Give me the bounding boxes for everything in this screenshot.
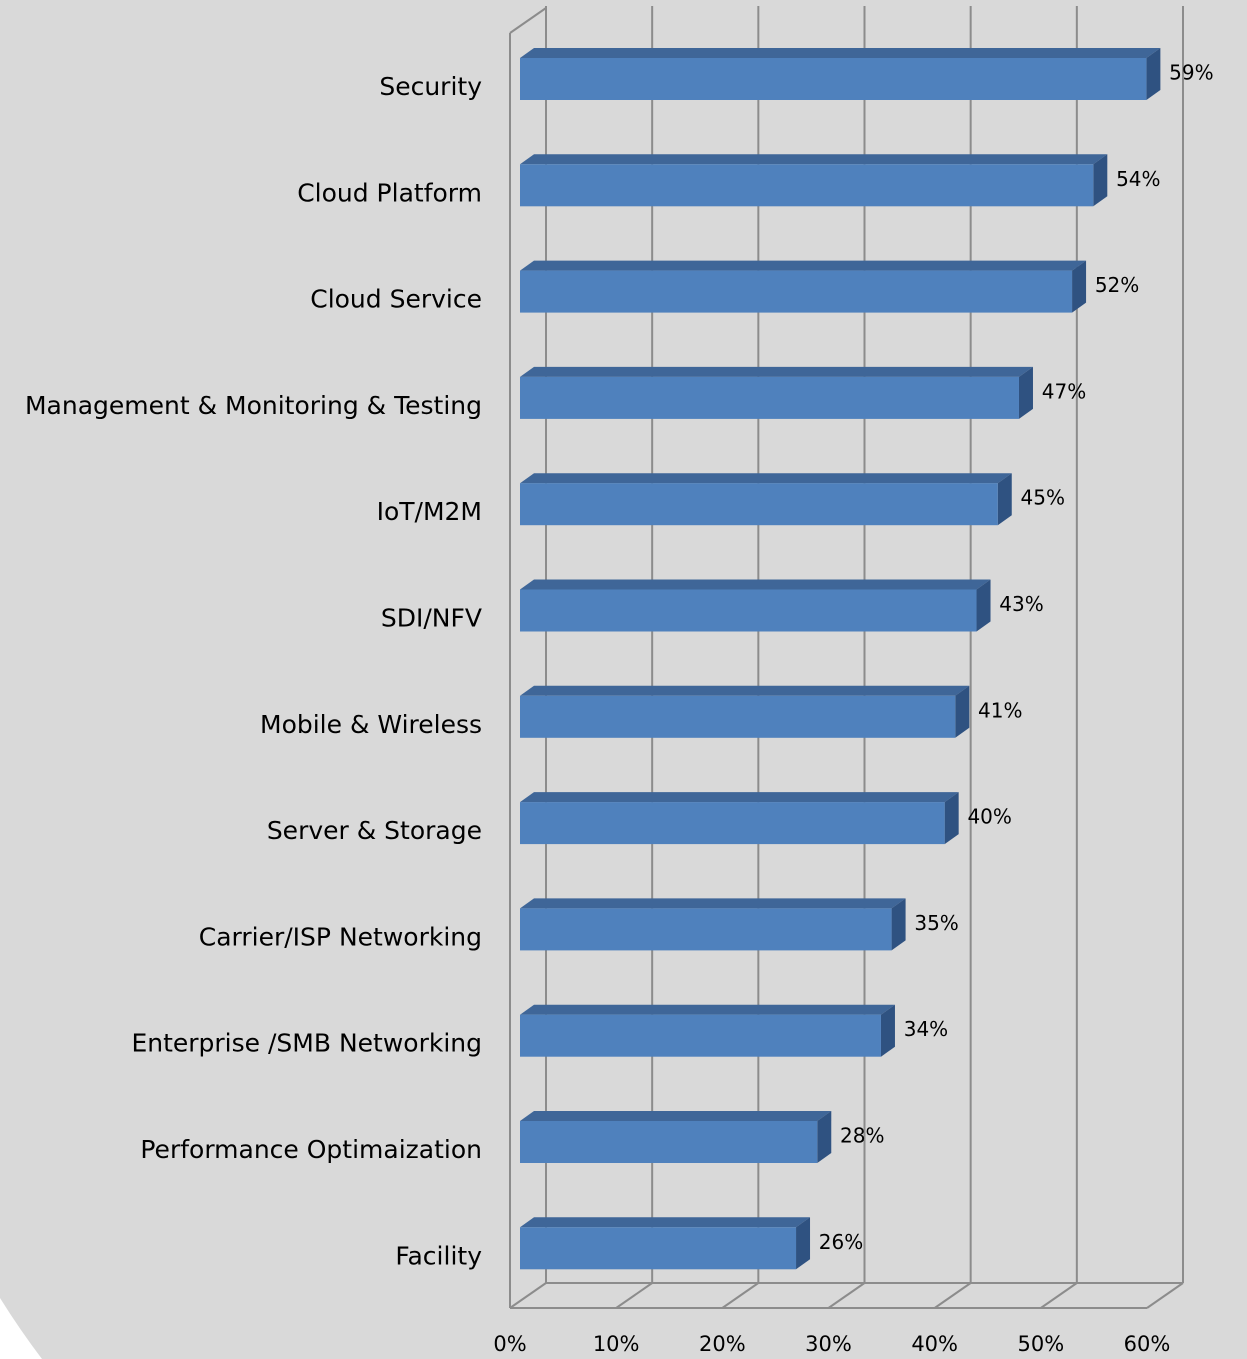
value-label: 52% [1095, 273, 1139, 297]
bar [520, 589, 977, 632]
bar [520, 908, 892, 951]
x-tick-label: 0% [493, 1332, 526, 1356]
grid-line [509, 1282, 547, 1309]
bar [520, 802, 945, 845]
bar [520, 58, 1147, 100]
x-tick-label: 40% [911, 1332, 958, 1356]
value-label: 45% [1021, 486, 1065, 510]
bar-side [1018, 366, 1033, 419]
grid-line [1040, 1282, 1078, 1309]
x-tick-label: 50% [1017, 1332, 1064, 1356]
grid-line [1146, 1282, 1184, 1309]
bar-top [520, 366, 1033, 377]
value-label: 47% [1042, 379, 1086, 403]
bar [520, 1014, 881, 1057]
y-tick-label: Performance Optimaization [140, 1135, 482, 1164]
bar-side [1093, 154, 1108, 207]
x-tick-label: 30% [805, 1332, 852, 1356]
y-tick-label: Security [379, 72, 482, 101]
bar-top [520, 260, 1087, 271]
bar-top [520, 685, 970, 696]
x-tick-label: 10% [593, 1332, 640, 1356]
grid-line [934, 1282, 972, 1309]
y-tick-label: Server & Storage [267, 816, 482, 845]
bar-side [817, 1111, 832, 1163]
bar [520, 1121, 818, 1163]
bar-top [520, 898, 906, 909]
bar-side [1072, 260, 1087, 313]
bar-top [520, 579, 991, 590]
bar-top [520, 1217, 811, 1228]
bar [520, 164, 1094, 207]
bar [520, 376, 1019, 419]
grid-line [827, 1282, 866, 1309]
y-tick-label: Enterprise /SMB Networking [131, 1029, 482, 1058]
bar-side [997, 473, 1012, 526]
bar-side [944, 792, 959, 845]
value-label: 41% [978, 698, 1022, 722]
bar-top [520, 48, 1161, 58]
value-label: 54% [1116, 167, 1160, 191]
bar-side [976, 579, 991, 632]
bar [520, 270, 1073, 313]
bar-top [520, 792, 959, 803]
y-tick-label: SDI/NFV [381, 604, 482, 633]
y-tick-label: Management & Monitoring & Testing [25, 391, 482, 420]
value-label: 43% [999, 592, 1043, 616]
y-tick-label: Carrier/ISP Networking [199, 922, 482, 951]
value-label: 35% [914, 911, 958, 935]
grid-line [615, 1282, 653, 1309]
grid-line [721, 1282, 759, 1309]
x-tick-label: 60% [1124, 1332, 1171, 1356]
bar-side [1146, 48, 1161, 100]
corner [0, 1298, 42, 1359]
bar [520, 695, 956, 738]
bar [520, 1227, 797, 1270]
bar-side [955, 685, 970, 738]
value-label: 34% [904, 1017, 948, 1041]
y-tick-label: Cloud Platform [297, 178, 482, 207]
wall-edge [509, 7, 547, 34]
y-tick-label: Mobile & Wireless [260, 710, 482, 739]
bar-top [520, 1111, 832, 1121]
y-tick-label: IoT/M2M [377, 497, 482, 526]
value-label: 59% [1169, 61, 1213, 85]
value-label: 26% [819, 1230, 863, 1254]
bar-top [520, 1004, 895, 1015]
value-label: 40% [967, 805, 1011, 829]
value-label: 28% [840, 1124, 884, 1148]
bar-top [520, 473, 1012, 484]
x-tick-label: 20% [699, 1332, 746, 1356]
bar-top [520, 154, 1108, 165]
y-tick-label: Facility [395, 1241, 482, 1270]
bar-side [880, 1004, 895, 1057]
bar-side [796, 1217, 811, 1270]
bar [520, 483, 998, 526]
bar-side [891, 898, 906, 951]
y-tick-label: Cloud Service [310, 285, 482, 314]
